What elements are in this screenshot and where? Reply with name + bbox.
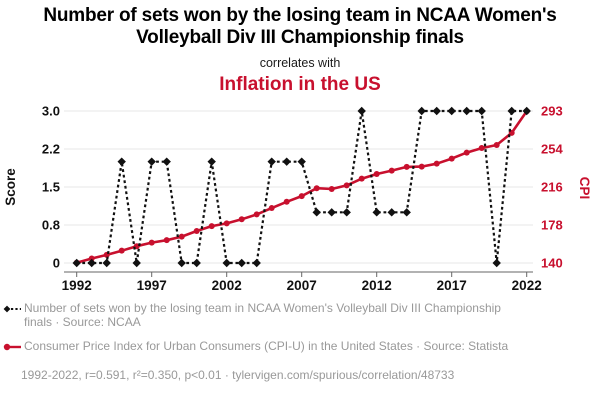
correlated-variable-title: Inflation in the US [219, 74, 381, 96]
svg-text:2007: 2007 [287, 278, 317, 293]
svg-text:0.8: 0.8 [42, 218, 60, 233]
chart-header: Number of sets won by the losing team in… [0, 0, 600, 96]
svg-text:0: 0 [53, 256, 60, 271]
svg-text:2017: 2017 [437, 278, 467, 293]
black-dotted-diamond-icon [3, 305, 21, 313]
svg-text:2002: 2002 [212, 278, 242, 293]
svg-text:178: 178 [541, 218, 563, 233]
stats-and-source-line: 1992-2022, r=0.591, r²=0.350, p<0.01 · t… [21, 368, 455, 383]
legend-label: Consumer Price Index for Urban Consumers… [24, 339, 509, 354]
red-solid-line-icon [3, 344, 21, 351]
svg-text:1997: 1997 [137, 278, 167, 293]
svg-text:216: 216 [541, 180, 563, 195]
svg-text:293: 293 [541, 104, 563, 119]
legend-item-sets-won: Number of sets won by the losing team in… [3, 301, 594, 329]
svg-text:CPI: CPI [577, 177, 592, 200]
chart-legend: Number of sets won by the losing team in… [0, 296, 600, 354]
legend-item-cpi: Consumer Price Index for Urban Consumers… [3, 340, 594, 354]
svg-text:254: 254 [541, 142, 563, 157]
svg-text:2.2: 2.2 [42, 142, 60, 157]
svg-text:1992: 1992 [62, 278, 92, 293]
correlates-with-label: correlates with [259, 56, 341, 71]
svg-text:2022: 2022 [512, 278, 542, 293]
dual-axis-line-chart: 0 140 0.8 178 1.5 216 2.2 254 3.0 293 1992 1997 2002… [3, 104, 592, 294]
svg-text:1.5: 1.5 [42, 180, 60, 195]
svg-text:140: 140 [541, 256, 563, 271]
legend-label: Number of sets won by the losing team in… [24, 301, 501, 329]
svg-text:Score: Score [3, 168, 18, 206]
page-title: Number of sets won by the losing team in… [43, 5, 557, 49]
svg-text:3.0: 3.0 [42, 104, 60, 119]
svg-text:2012: 2012 [362, 278, 392, 293]
